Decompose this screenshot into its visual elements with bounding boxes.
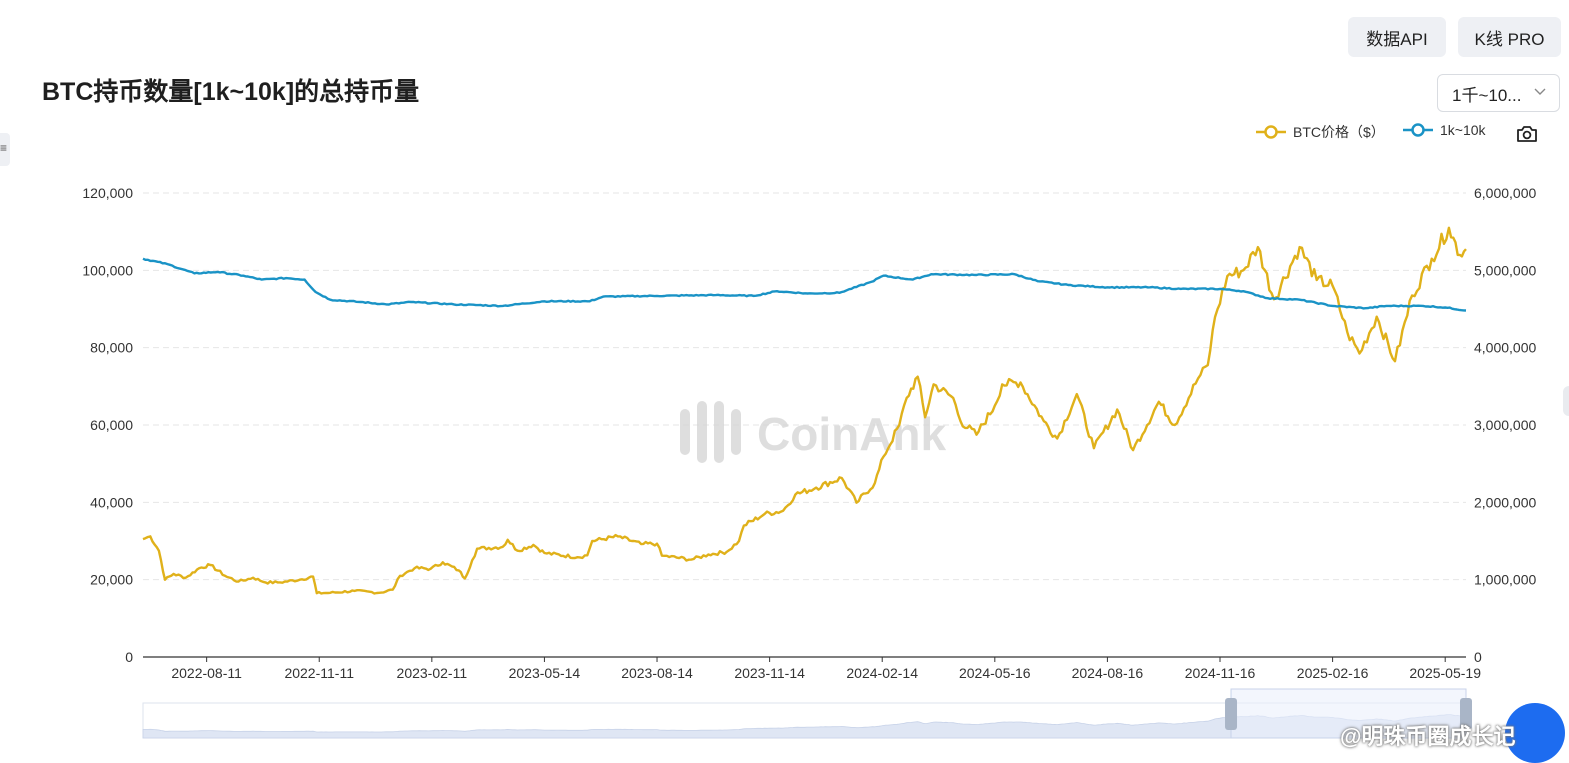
y-left-tick-label: 100,000 [82, 262, 133, 278]
legend-label-holdings: 1k~10k [1440, 122, 1486, 138]
x-tick-label: 2023-11-14 [734, 665, 805, 681]
y-axis-right: 0 1,000,000 2,000,000 3,000,000 4,000,000 5,0… [1474, 185, 1536, 665]
y-left-tick-label: 0 [125, 649, 133, 665]
y-right-tick-label: 0 [1474, 649, 1482, 665]
camera-icon[interactable] [1516, 124, 1538, 144]
side-panel-tab-glyph: ≡ [0, 141, 8, 155]
y-left-tick-label: 80,000 [90, 340, 133, 356]
x-tick-label: 2022-08-11 [171, 665, 242, 681]
data-api-button[interactable]: 数据API [1348, 17, 1446, 57]
y-right-tick-label: 5,000,000 [1474, 262, 1536, 278]
x-tick-label: 2022-11-11 [284, 665, 354, 681]
x-tick-label: 2023-05-14 [509, 665, 581, 681]
x-tick-label: 2024-11-16 [1185, 665, 1256, 681]
x-tick-label: 2025-02-16 [1297, 665, 1369, 681]
series-line-holdings [142, 257, 1467, 312]
y-left-tick-label: 60,000 [90, 417, 133, 433]
x-tick-label: 2023-02-11 [397, 665, 468, 681]
legend-marker-holdings [1403, 123, 1433, 137]
y-axis-left: 0 20,000 40,000 60,000 80,000 100,000 120,000 [82, 185, 133, 665]
slider-handle [1460, 698, 1472, 730]
watermark: CoinAnk [680, 401, 947, 463]
x-tick-label: 2025-05-19 [1409, 665, 1481, 681]
x-tick-label: 2024-02-14 [846, 665, 918, 681]
x-axis: 2022-08-11 2022-11-11 2023-02-11 2023-05-14… [171, 657, 1481, 681]
x-tick-label: 2024-05-16 [959, 665, 1031, 681]
y-right-tick-label: 3,000,000 [1474, 417, 1536, 433]
range-select[interactable]: 1千~10... [1437, 74, 1560, 112]
side-panel-tab[interactable]: ≡ [0, 133, 10, 166]
page-title: BTC持币数量[1k~10k]的总持币量 [42, 78, 420, 106]
y-left-tick-label: 40,000 [90, 494, 133, 510]
legend-item-btc-price[interactable]: BTC价格（$） [1256, 122, 1385, 142]
share-icon[interactable] [1505, 703, 1565, 763]
x-tick-label: 2023-08-14 [621, 665, 693, 681]
series-line-btc-price [142, 226, 1467, 595]
legend-label-btc: BTC价格（$） [1293, 124, 1385, 140]
watermark-text: CoinAnk [757, 408, 947, 460]
y-right-tick-label: 4,000,000 [1474, 340, 1536, 356]
side-panel-handle[interactable] [1563, 386, 1569, 416]
series-layer [142, 226, 1467, 595]
y-right-tick-label: 2,000,000 [1474, 494, 1536, 510]
credit-text: @明珠币圈成长记 [1340, 724, 1516, 749]
y-left-tick-label: 120,000 [82, 185, 133, 201]
y-right-tick-label: 6,000,000 [1474, 185, 1536, 201]
range-select-value: 1千~10... [1452, 85, 1522, 105]
legend-item-holdings[interactable]: 1k~10k [1403, 122, 1486, 138]
x-tick-label: 2024-08-16 [1072, 665, 1144, 681]
zoom-slider[interactable] [142, 688, 1472, 739]
slider-handle [1225, 698, 1238, 730]
y-right-tick-label: 1,000,000 [1474, 572, 1536, 588]
legend-marker-btc [1256, 125, 1286, 139]
kline-pro-button[interactable]: K线 PRO [1458, 17, 1561, 57]
grid-lines [143, 192, 1466, 658]
y-left-tick-label: 20,000 [90, 572, 133, 588]
chevron-down-icon [1534, 88, 1546, 95]
